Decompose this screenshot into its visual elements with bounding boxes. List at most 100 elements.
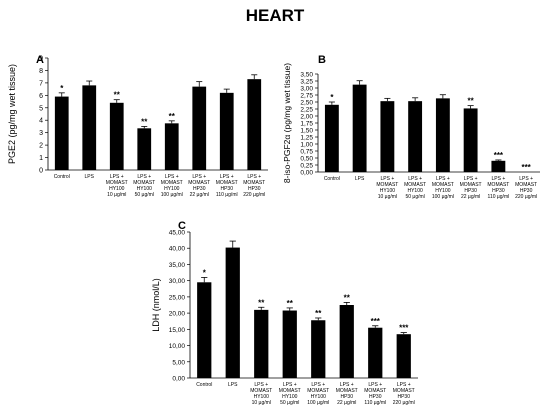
x-category-label: HP30 (492, 188, 505, 194)
y-tick-label: 6 (39, 93, 43, 100)
x-category-label: LPS + (408, 176, 422, 182)
x-category-label: LPS + (192, 174, 206, 180)
x-category-label: LPS (85, 174, 95, 180)
y-tick-label: 8 (39, 68, 43, 75)
x-category-label: HP30 (369, 394, 382, 400)
x-category-label: MOMAST (515, 182, 537, 188)
significance-marker: ** (114, 91, 121, 100)
figure-title: HEART (245, 6, 305, 25)
y-tick-label: 0,50 (300, 156, 313, 163)
x-category-label: 110 µg/ml (216, 192, 238, 198)
x-category-label: 220 µg/ml (393, 400, 415, 406)
bar (164, 123, 179, 170)
y-tick-label: 0 (39, 168, 43, 175)
significance-marker: ** (169, 112, 176, 121)
x-category-label: 50 µg/ml (405, 194, 424, 200)
significance-marker: *** (399, 324, 409, 333)
x-category-label: MOMAST (133, 180, 155, 186)
bar (352, 84, 367, 172)
y-tick-label: 4 (39, 118, 43, 125)
x-category-label: LPS + (340, 382, 354, 388)
y-tick-label: 0,00 (300, 170, 313, 177)
significance-marker: * (203, 268, 207, 277)
bar (368, 327, 383, 378)
panel-c-letter: C (178, 220, 186, 232)
x-category-label: MOMAST (307, 388, 329, 394)
x-category-label: HY100 (311, 394, 327, 400)
x-category-label: MOMAST (404, 182, 426, 188)
x-category-label: 10 µg/ml (378, 194, 397, 200)
y-tick-label: 45,00 (169, 230, 186, 237)
x-category-label: LPS + (464, 176, 478, 182)
bar (339, 305, 354, 378)
bar (247, 79, 262, 170)
x-category-label: LPS + (283, 382, 297, 388)
x-category-label: HY100 (282, 394, 298, 400)
bar (82, 85, 97, 170)
y-tick-label: 1,75 (300, 121, 313, 128)
bar (324, 104, 339, 172)
x-category-label: LPS + (519, 176, 533, 182)
y-tick-label: 5 (39, 105, 43, 112)
y-tick-label: 3,50 (300, 72, 313, 79)
x-category-label: 22 µg/ml (461, 194, 480, 200)
x-category-label: LPS (355, 176, 365, 182)
significance-marker: *** (371, 317, 381, 326)
x-category-label: 10 µg/ml (107, 192, 126, 198)
bar (109, 102, 124, 170)
bar (282, 310, 297, 378)
bar (254, 309, 269, 378)
x-category-label: MOMAST (250, 388, 272, 394)
x-category-label: Control (324, 176, 340, 182)
significance-marker: ** (287, 299, 294, 308)
x-category-label: HP30 (220, 186, 233, 192)
x-category-label: MOMAST (432, 182, 454, 188)
y-tick-label: 3,00 (300, 86, 313, 93)
x-category-label: HP30 (520, 188, 533, 194)
significance-marker: ** (315, 309, 322, 318)
bar (463, 108, 478, 172)
y-tick-label: 0,25 (300, 163, 313, 170)
x-category-label: 220 µg/ml (515, 194, 537, 200)
bar (219, 92, 234, 170)
x-category-label: LPS + (220, 174, 234, 180)
x-category-label: 110 µg/ml (364, 400, 386, 406)
x-category-label: 22 µg/ml (190, 192, 209, 198)
bar (137, 128, 152, 170)
x-category-label: HY100 (164, 186, 180, 192)
significance-marker: *** (494, 151, 504, 160)
x-category-label: 50 µg/ml (280, 400, 299, 406)
x-category-label: MOMAST (188, 180, 210, 186)
x-category-label: 10 µg/ml (252, 400, 271, 406)
x-category-label: MOMAST (106, 180, 128, 186)
x-category-label: LPS + (397, 382, 411, 388)
y-tick-label: 0,00 (172, 376, 185, 383)
x-category-label: LPS + (380, 176, 394, 182)
x-category-label: MOMAST (216, 180, 238, 186)
bar (380, 101, 395, 172)
x-category-label: MOMAST (279, 388, 301, 394)
x-category-label: LPS + (254, 382, 268, 388)
significance-marker: ** (344, 293, 351, 302)
significance-marker: * (60, 84, 64, 93)
x-category-label: MOMAST (393, 388, 415, 394)
x-category-label: MOMAST (364, 388, 386, 394)
y-axis-label: LDH (nmol/L) (151, 278, 161, 332)
bar (408, 101, 423, 172)
significance-marker: ** (141, 117, 148, 126)
bar (491, 160, 506, 172)
x-category-label: LPS + (247, 174, 261, 180)
x-category-label: HP30 (193, 186, 206, 192)
y-tick-label: 2 (39, 143, 43, 150)
y-tick-label: 30,00 (169, 278, 186, 285)
y-tick-label: 20,00 (169, 311, 186, 318)
significance-marker: * (330, 93, 334, 102)
x-category-label: 22 µg/ml (337, 400, 356, 406)
y-tick-label: 7 (39, 80, 43, 87)
x-category-label: LPS + (165, 174, 179, 180)
significance-marker: *** (521, 163, 531, 172)
x-category-label: 220 µg/ml (243, 192, 265, 198)
